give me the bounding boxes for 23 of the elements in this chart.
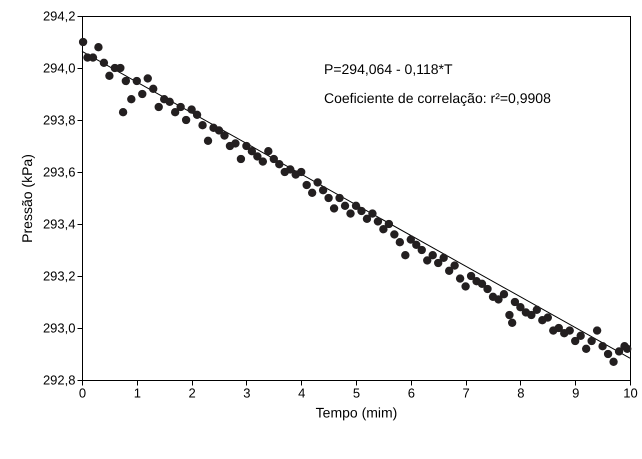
y-tick-label: 293,0 <box>42 320 76 336</box>
y-tick-label: 293,2 <box>42 268 76 284</box>
x-tick-label: 6 <box>408 386 415 400</box>
x-tick-label: 7 <box>462 386 470 400</box>
x-tick-label: 10 <box>623 386 638 400</box>
x-axis-title: Tempo (mim) <box>316 404 398 420</box>
x-tick-label: 0 <box>78 386 86 400</box>
x-tick-label: 5 <box>352 386 360 400</box>
y-tick-label: 294,2 <box>42 8 76 24</box>
x-tick-label: 1 <box>134 386 141 400</box>
y-tick-label: 294,0 <box>42 60 76 76</box>
y-tick-label: 293,6 <box>42 164 76 180</box>
x-tick-label: 2 <box>188 386 196 400</box>
x-tick-label: 8 <box>517 386 525 400</box>
x-tick-label: 4 <box>298 386 306 400</box>
annotation: P=294,064 - 0,118*T <box>324 61 454 77</box>
y-tick-label: 293,8 <box>42 112 76 128</box>
y-axis-title: Pressão (kPa) <box>18 154 35 243</box>
y-tick-label: 293,4 <box>42 216 76 232</box>
x-tick-label: 9 <box>572 386 580 400</box>
x-tick-label: 3 <box>243 386 251 400</box>
annotation: Coeficiente de correlação: r²=0,9908 <box>324 90 552 106</box>
y-tick-label: 292,8 <box>42 372 76 388</box>
